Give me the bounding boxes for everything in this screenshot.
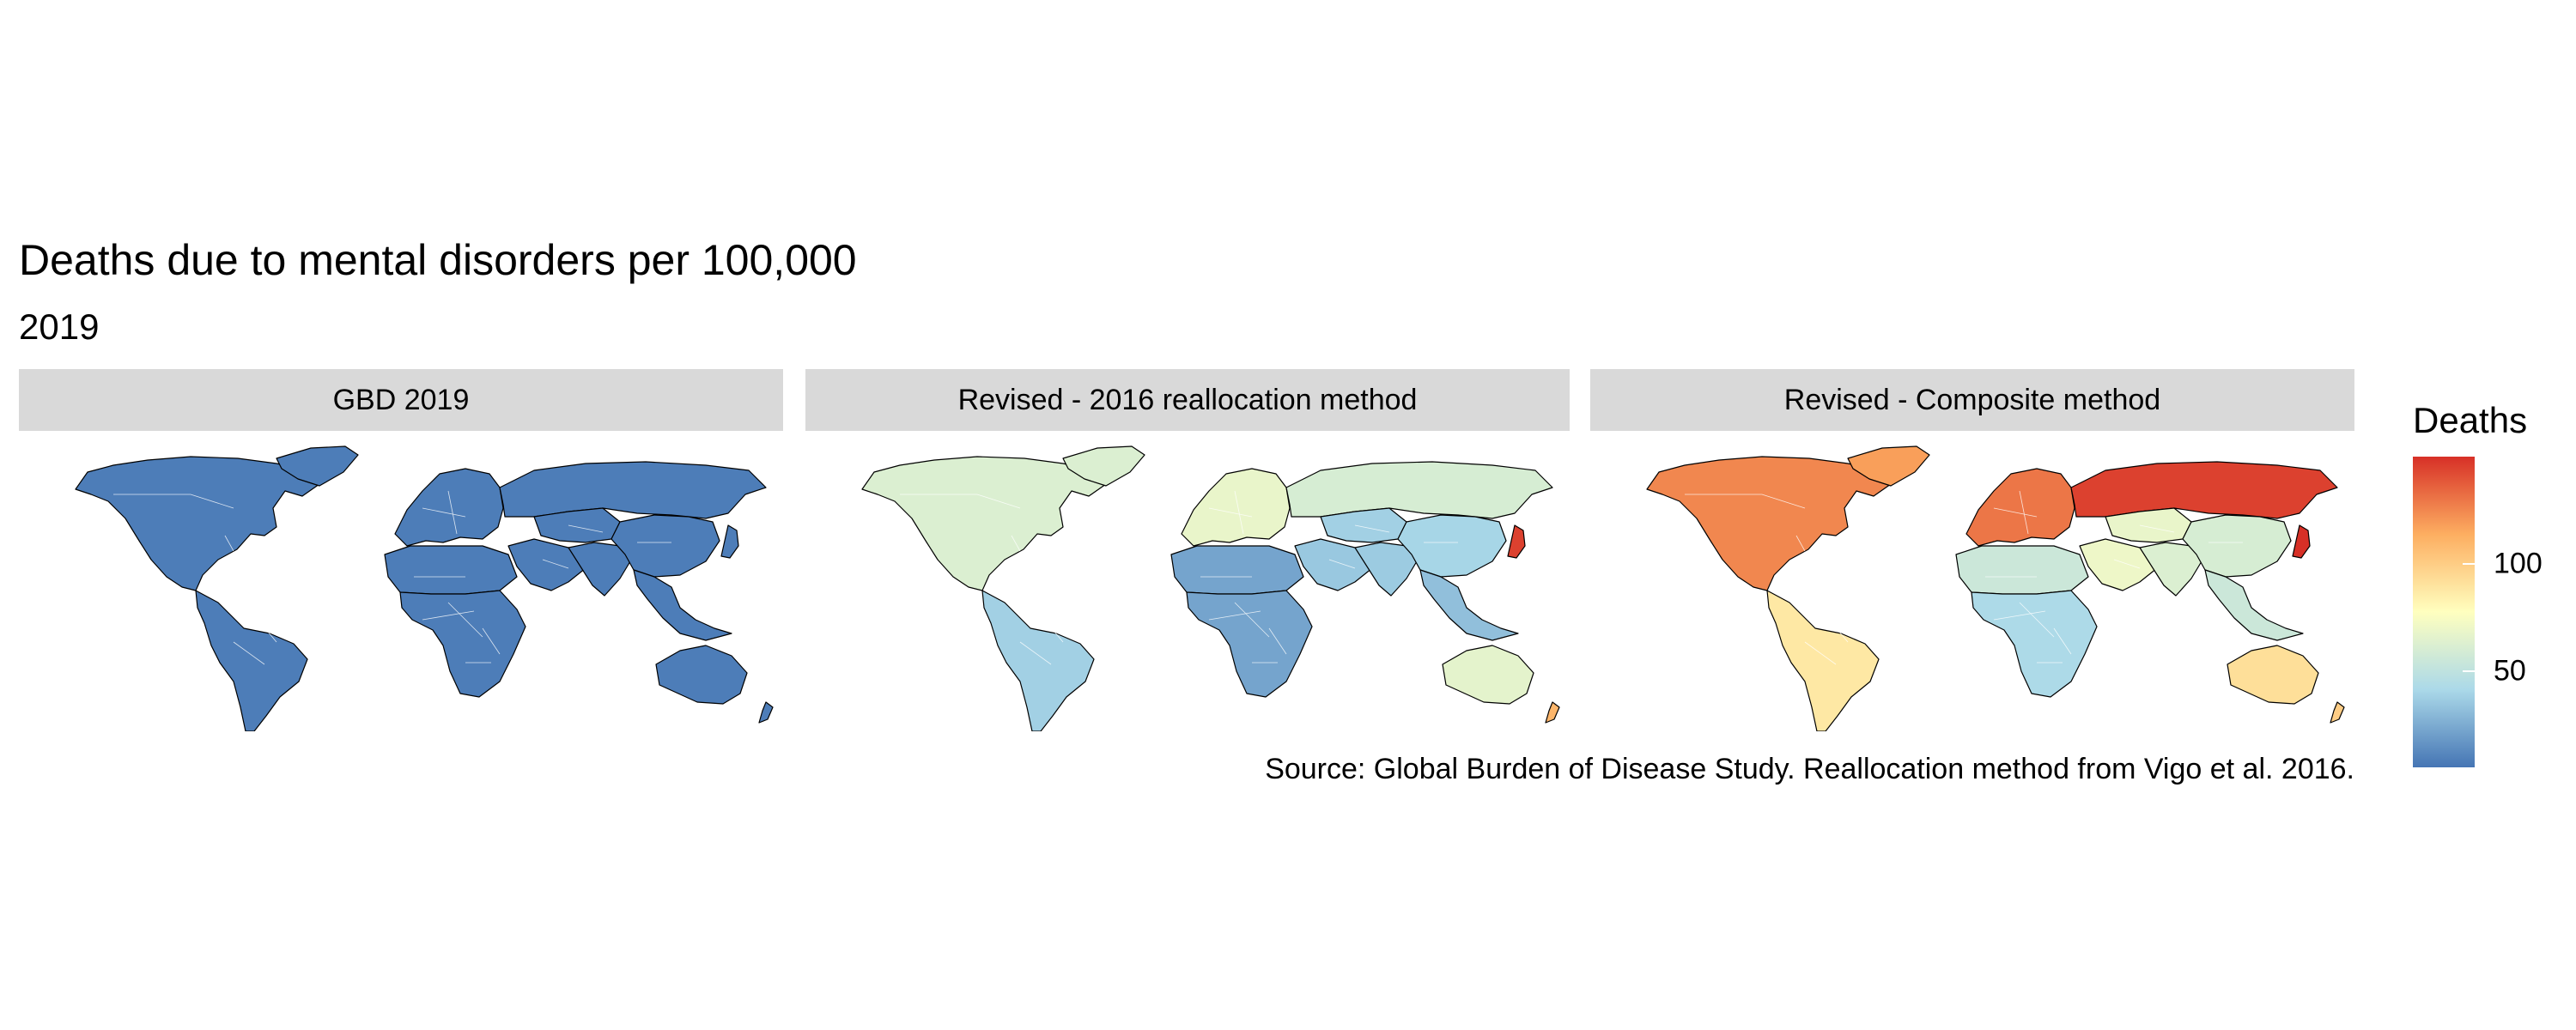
region-europe xyxy=(1965,468,2075,547)
region-north-africa xyxy=(1955,545,2089,595)
facet-strip-composite: Revised - Composite method xyxy=(1590,369,2354,431)
region-southeast-asia xyxy=(2204,569,2304,641)
region-australia xyxy=(1442,645,1534,705)
map-panel-composite xyxy=(1590,439,2354,731)
region-north-america xyxy=(1646,456,1892,591)
internal-borders xyxy=(900,490,1458,665)
region-sub-saharan-africa xyxy=(399,590,526,698)
region-north-africa xyxy=(384,545,518,595)
facet-strip-gbd-2019: GBD 2019 xyxy=(19,369,783,431)
region-greenland xyxy=(1062,445,1145,487)
region-southeast-asia xyxy=(633,569,732,641)
chart-subtitle: 2019 xyxy=(19,306,100,347)
world-map xyxy=(75,445,774,731)
region-russia xyxy=(1285,461,1553,519)
region-russia xyxy=(499,461,767,519)
legend-tick-mark xyxy=(2463,562,2475,565)
region-south-asia xyxy=(1354,542,1418,597)
world-map xyxy=(861,445,1560,731)
region-russia xyxy=(2070,461,2338,519)
legend-colorbar xyxy=(2413,457,2475,767)
region-middle-east xyxy=(1294,538,1373,591)
region-greenland xyxy=(276,445,359,487)
region-sub-saharan-africa xyxy=(1971,590,2098,698)
region-new-zealand xyxy=(758,701,774,724)
facet-strip-2016-reallocation: Revised - 2016 reallocation method xyxy=(805,369,1570,431)
chart-title: Deaths due to mental disorders per 100,0… xyxy=(19,236,857,284)
region-europe xyxy=(1181,468,1291,547)
region-latin-america xyxy=(1766,590,1880,731)
internal-borders xyxy=(113,490,671,665)
legend-tick-label: 50 xyxy=(2494,654,2526,688)
region-china xyxy=(2182,514,2292,578)
region-southeast-asia xyxy=(1419,569,1519,641)
region-middle-east xyxy=(2079,538,2158,591)
region-latin-america xyxy=(981,590,1095,731)
region-japan xyxy=(1507,524,1526,559)
region-japan xyxy=(2292,524,2311,559)
region-south-asia xyxy=(568,542,631,597)
internal-borders xyxy=(1685,490,2243,665)
world-map xyxy=(1646,445,2345,731)
region-north-africa xyxy=(1170,545,1304,595)
region-china xyxy=(1397,514,1507,578)
legend-tick-mark xyxy=(2463,670,2475,672)
region-europe xyxy=(394,468,504,547)
region-japan xyxy=(720,524,739,559)
map-panel-2016-reallocation xyxy=(805,439,1570,731)
region-north-america xyxy=(861,456,1107,591)
map-panel-gbd-2019 xyxy=(19,439,783,731)
region-new-zealand xyxy=(2330,701,2345,724)
region-australia xyxy=(655,645,748,705)
legend-tick-label: 100 xyxy=(2494,547,2543,580)
region-north-america xyxy=(75,456,320,591)
source-caption: Source: Global Burden of Disease Study. … xyxy=(1265,753,2354,785)
region-new-zealand xyxy=(1545,701,1560,724)
legend-title: Deaths xyxy=(2413,400,2528,440)
region-south-asia xyxy=(2139,542,2202,597)
region-australia xyxy=(2227,645,2319,705)
region-sub-saharan-africa xyxy=(1186,590,1313,698)
region-china xyxy=(611,514,720,578)
region-middle-east xyxy=(507,538,586,591)
region-greenland xyxy=(1847,445,1930,487)
region-latin-america xyxy=(195,590,308,731)
